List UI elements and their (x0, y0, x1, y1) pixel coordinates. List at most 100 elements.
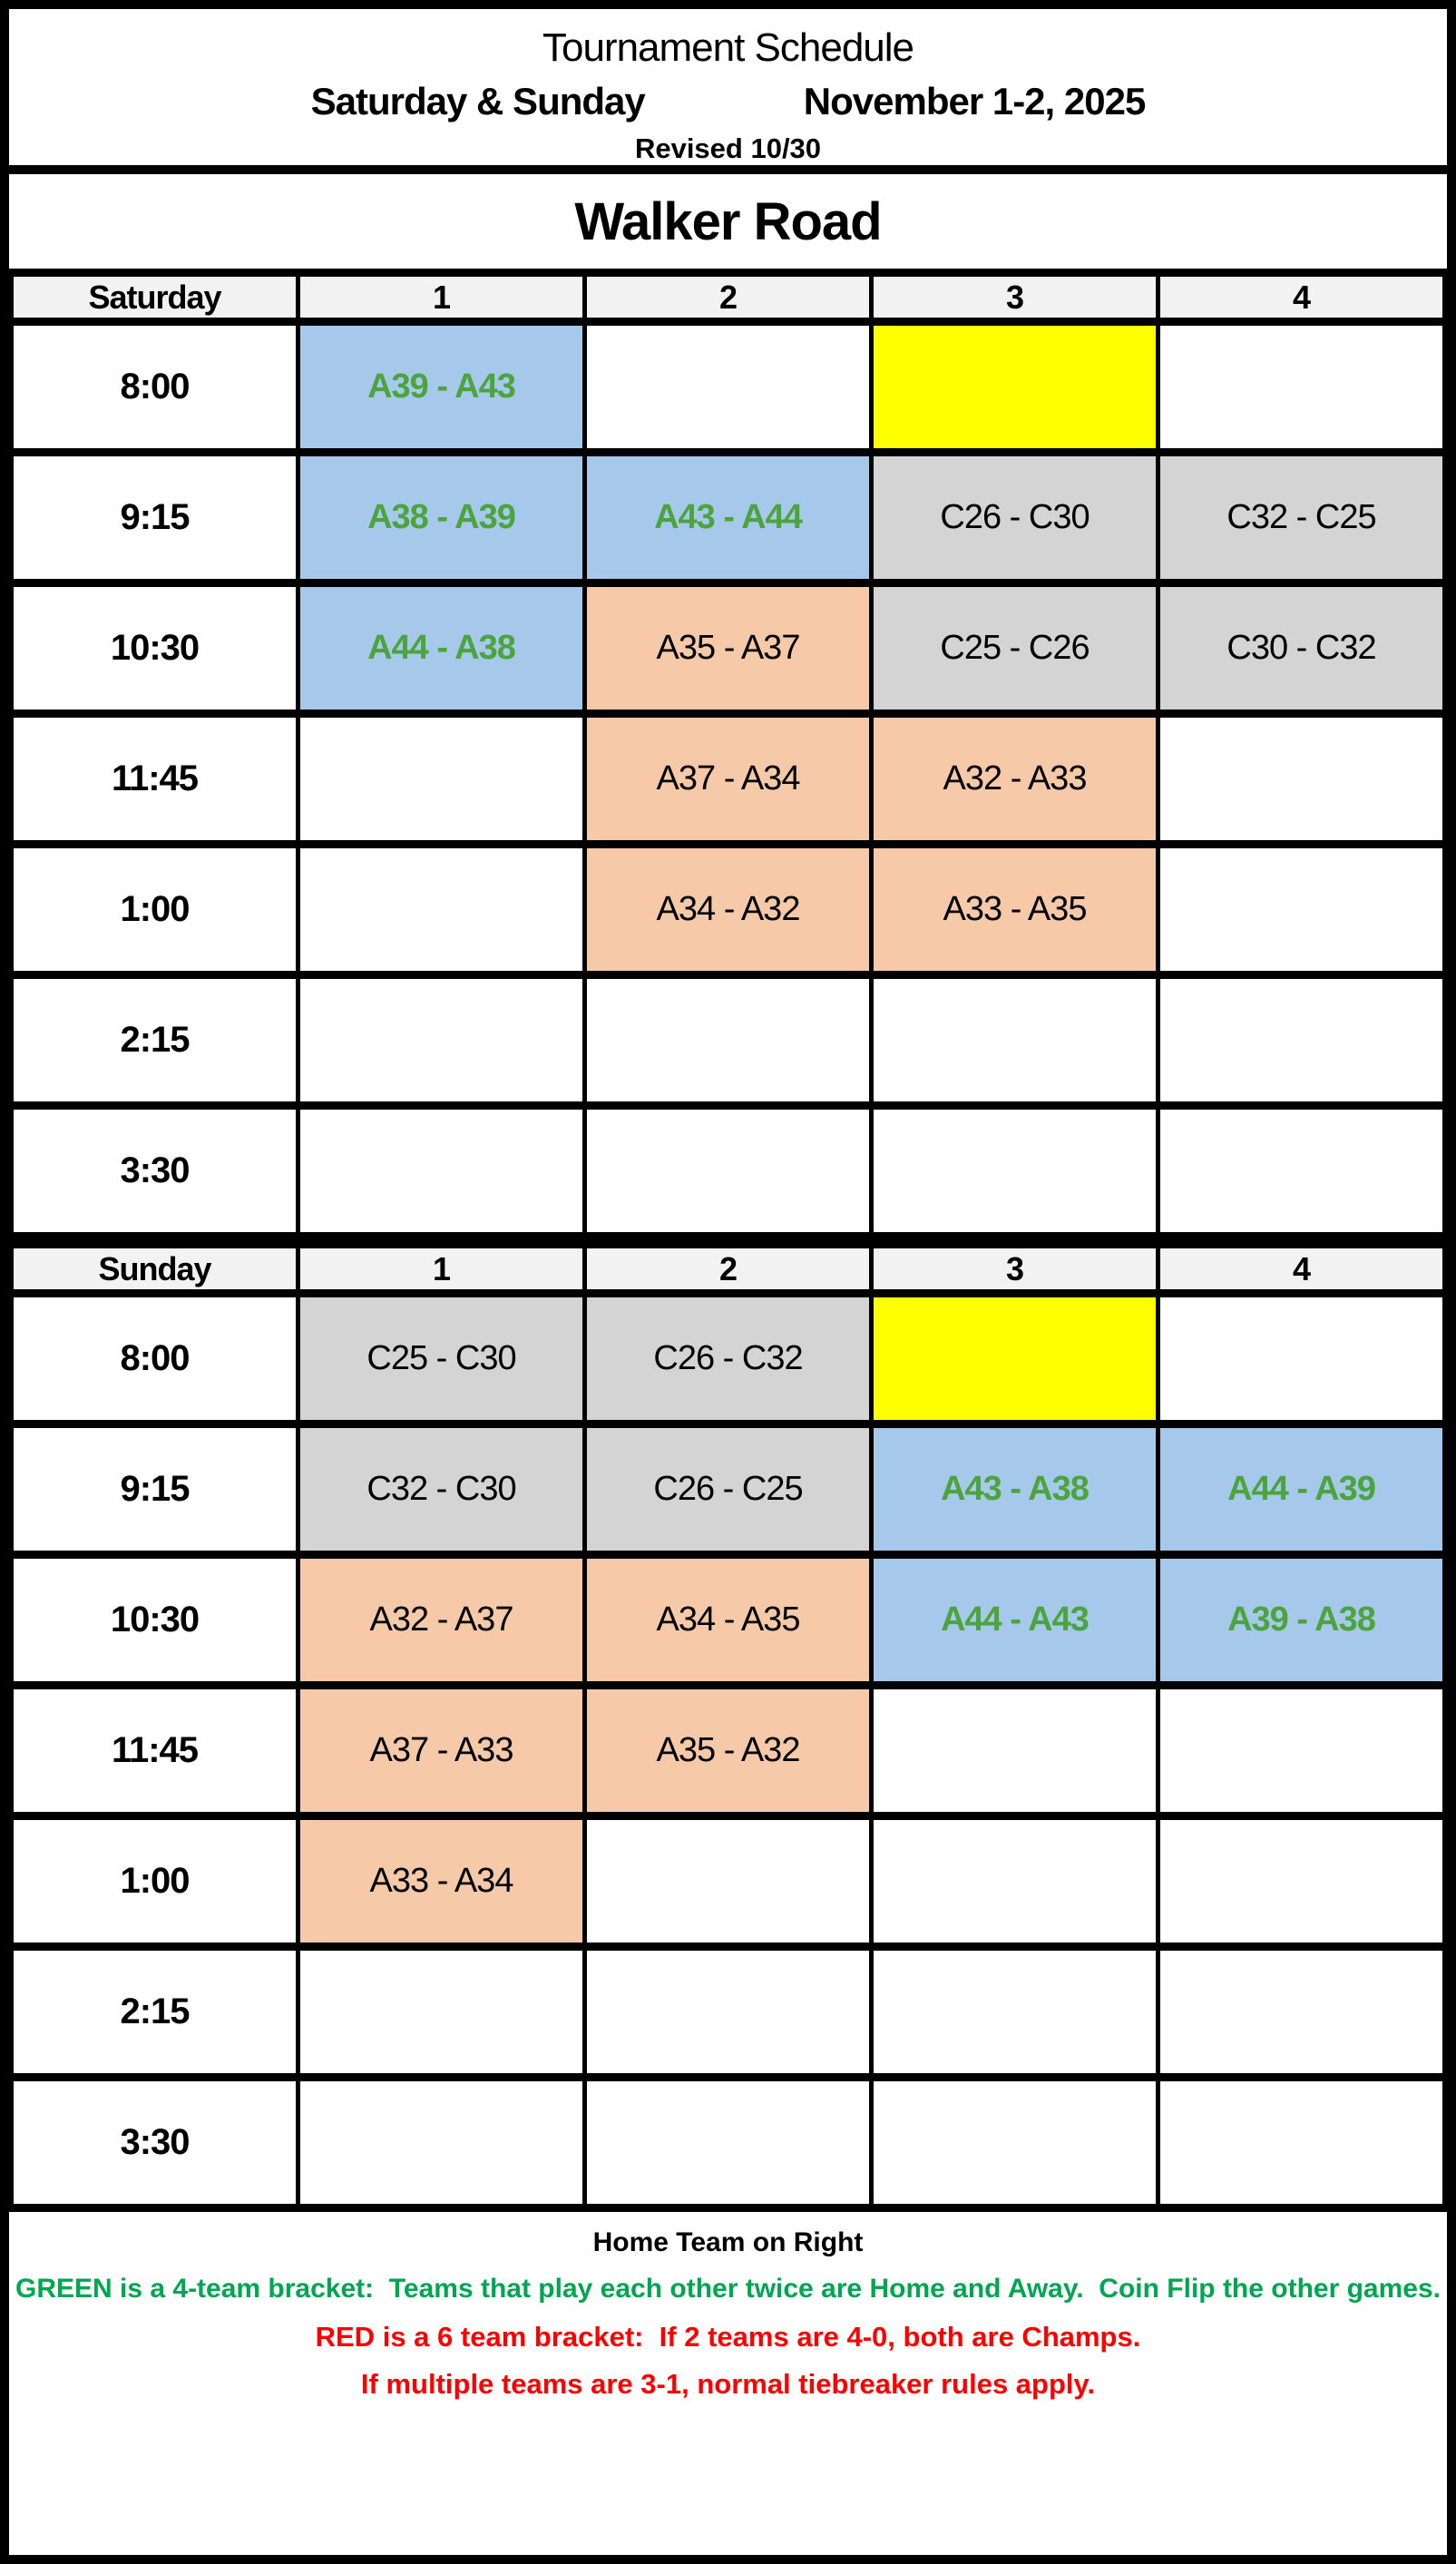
revision-note: Revised 10/30 (634, 132, 822, 164)
game-cell: A34 - A35 (582, 1551, 874, 1689)
saturday-schedule-table: Saturday 1 2 3 4 8:00 A39 - A43 9:15 A38 - A39 A4… (9, 269, 1447, 1240)
game-cell: C26 - C25 (582, 1420, 874, 1559)
game-cell (869, 318, 1160, 456)
game-cell: A32 - A33 (869, 710, 1160, 848)
time-cell: 11:45 (9, 710, 300, 848)
game-cell (1156, 710, 1447, 848)
game-cell (582, 2073, 874, 2212)
venue-title: Walker Road (574, 191, 882, 251)
game-cell: C26 - C32 (582, 1289, 874, 1428)
game-cell (296, 1943, 587, 2081)
event-days: Saturday & Sunday (310, 80, 646, 122)
day-label-cell: Saturday (9, 269, 300, 326)
game-cell (582, 1812, 874, 1951)
game-cell (296, 710, 587, 848)
game-cell (1156, 1681, 1447, 1820)
schedule-row: 9:15 A38 - A39 A43 - A44 C26 - C30 C32 - C25 (9, 448, 1447, 587)
time-cell: 9:15 (9, 1420, 300, 1559)
game-cell: C32 - C25 (1156, 448, 1447, 587)
time-cell: 9:15 (9, 448, 300, 587)
time-cell: 1:00 (9, 1812, 300, 1951)
time-cell: 1:00 (9, 840, 300, 979)
game-cell: C26 - C30 (869, 448, 1160, 587)
field-number-cell: 4 (1156, 269, 1447, 326)
schedule-row: 1:00 A34 - A32 A33 - A35 (9, 840, 1447, 979)
day-header-row: Saturday 1 2 3 4 (9, 269, 1447, 326)
venue-band: Walker Road (9, 174, 1447, 269)
field-number-cell: 4 (1156, 1240, 1447, 1297)
green-bracket-note: GREEN is a 4-team bracket: Teams that pl… (15, 2274, 1441, 2304)
game-cell (869, 2073, 1160, 2212)
game-cell: C30 - C32 (1156, 579, 1447, 718)
game-cell: A37 - A33 (296, 1681, 587, 1820)
game-cell (296, 1101, 587, 1240)
game-cell (869, 1101, 1160, 1240)
page-title: Tournament Schedule (542, 25, 914, 70)
time-cell: 2:15 (9, 971, 300, 1110)
time-cell: 10:30 (9, 1551, 300, 1689)
game-cell (1156, 1101, 1447, 1240)
schedule-row: 2:15 (9, 971, 1447, 1110)
game-cell: C25 - C26 (869, 579, 1160, 718)
game-cell: C32 - C30 (296, 1420, 587, 1559)
game-cell: A39 - A43 (296, 318, 587, 456)
field-number-cell: 1 (296, 269, 587, 326)
game-cell (582, 1101, 874, 1240)
game-cell (1156, 840, 1447, 979)
title-block: Tournament Schedule Saturday & Sunday No… (9, 9, 1447, 174)
game-cell (869, 1812, 1160, 1951)
time-cell: 11:45 (9, 1681, 300, 1820)
game-cell: A32 - A37 (296, 1551, 587, 1689)
game-cell (1156, 1943, 1447, 2081)
time-cell: 10:30 (9, 579, 300, 718)
game-cell (296, 840, 587, 979)
game-cell (1156, 318, 1447, 456)
field-number-cell: 3 (869, 269, 1160, 326)
event-dates: November 1-2, 2025 (803, 80, 1147, 122)
game-cell (582, 318, 874, 456)
time-cell: 3:30 (9, 1101, 300, 1240)
schedule-row: 8:00 A39 - A43 (9, 318, 1447, 456)
red-bracket-note-2: If multiple teams are 3-1, normal tiebre… (360, 2368, 1096, 2400)
time-cell: 3:30 (9, 2073, 300, 2212)
game-cell: A34 - A32 (582, 840, 874, 979)
game-cell (296, 971, 587, 1110)
day-header-row: Sunday 1 2 3 4 (9, 1240, 1447, 1297)
field-number-cell: 1 (296, 1240, 587, 1297)
game-cell (869, 1289, 1160, 1428)
game-cell (1156, 1812, 1447, 1951)
game-cell (1156, 971, 1447, 1110)
field-number-cell: 2 (582, 1240, 874, 1297)
game-cell (296, 2073, 587, 2212)
game-cell: A35 - A37 (582, 579, 874, 718)
schedule-row: 2:15 (9, 1943, 1447, 2081)
game-cell: A37 - A34 (582, 710, 874, 848)
game-cell: A43 - A44 (582, 448, 874, 587)
schedule-row: 8:00 C25 - C30 C26 - C32 (9, 1289, 1447, 1428)
field-number-cell: 2 (582, 269, 874, 326)
game-cell: A35 - A32 (582, 1681, 874, 1820)
sunday-schedule-table: Sunday 1 2 3 4 8:00 C25 - C30 C26 - C32 9:15 C32 … (9, 1240, 1447, 2212)
game-cell: A44 - A43 (869, 1551, 1160, 1689)
schedule-row: 9:15 C32 - C30 C26 - C25 A43 - A38 A44 - A39 (9, 1420, 1447, 1559)
game-cell (869, 971, 1160, 1110)
game-cell: C25 - C30 (296, 1289, 587, 1428)
game-cell: A44 - A39 (1156, 1420, 1447, 1559)
schedule-row: 10:30 A44 - A38 A35 - A37 C25 - C26 C30 - C3… (9, 579, 1447, 718)
schedule-row: 1:00 A33 - A34 (9, 1812, 1447, 1951)
game-cell: A33 - A35 (869, 840, 1160, 979)
game-cell (869, 1681, 1160, 1820)
game-cell: A44 - A38 (296, 579, 587, 718)
subtitle-row: Saturday & Sunday November 1-2, 2025 (9, 74, 1447, 129)
game-cell: A39 - A38 (1156, 1551, 1447, 1689)
game-cell: A33 - A34 (296, 1812, 587, 1951)
day-label-cell: Sunday (9, 1240, 300, 1297)
time-cell: 8:00 (9, 318, 300, 456)
schedule-row: 3:30 (9, 2073, 1447, 2212)
game-cell (582, 1943, 874, 2081)
time-cell: 8:00 (9, 1289, 300, 1428)
game-cell (1156, 2073, 1447, 2212)
game-cell: A38 - A39 (296, 448, 587, 587)
game-cell (869, 1943, 1160, 2081)
